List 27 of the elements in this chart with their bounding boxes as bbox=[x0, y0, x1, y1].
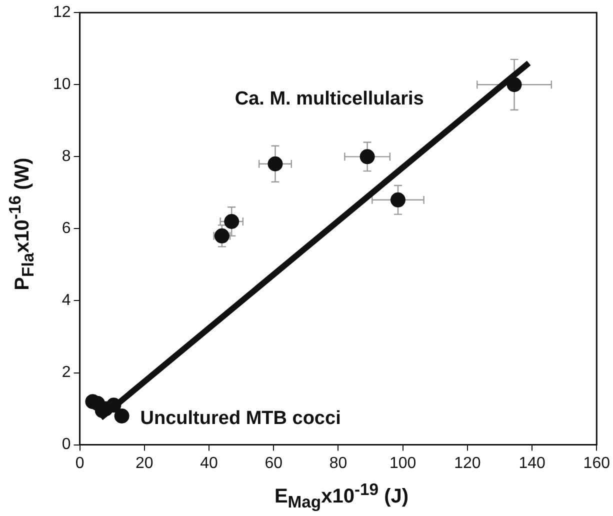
point bbox=[114, 408, 130, 424]
point bbox=[106, 398, 122, 413]
point bbox=[390, 192, 406, 208]
y-tick-label: 6 bbox=[62, 220, 71, 238]
point bbox=[224, 214, 240, 229]
y-tick-label: 4 bbox=[62, 292, 71, 310]
x-tick-label: 0 bbox=[75, 454, 84, 472]
x-axis-title: E$_{Mag}$x10$^{-19}$ (J) bbox=[273, 480, 410, 513]
point bbox=[268, 156, 283, 172]
y-tick-label: 8 bbox=[62, 148, 71, 166]
x-tick-label: 120 bbox=[454, 454, 481, 472]
point bbox=[506, 77, 522, 92]
x-tick-label: 20 bbox=[136, 454, 154, 472]
annotation: Ca. M. multicellularis bbox=[234, 88, 424, 110]
point bbox=[360, 149, 375, 164]
y-tick-label: 12 bbox=[53, 4, 71, 22]
x-tick-label: 80 bbox=[329, 454, 348, 472]
x-tick-label: 140 bbox=[518, 454, 546, 472]
y-tick-label: 10 bbox=[53, 76, 71, 94]
x-tick-label: 100 bbox=[389, 454, 416, 472]
x-tick-label: 60 bbox=[264, 454, 283, 472]
annotation: Uncultured MTB cocci bbox=[140, 408, 341, 430]
y-tick-label: 0 bbox=[62, 436, 71, 454]
x-tick-label: 160 bbox=[583, 454, 610, 472]
x-tick-label: 40 bbox=[200, 454, 218, 472]
point bbox=[214, 228, 230, 244]
y-tick-label: 2 bbox=[62, 364, 71, 382]
